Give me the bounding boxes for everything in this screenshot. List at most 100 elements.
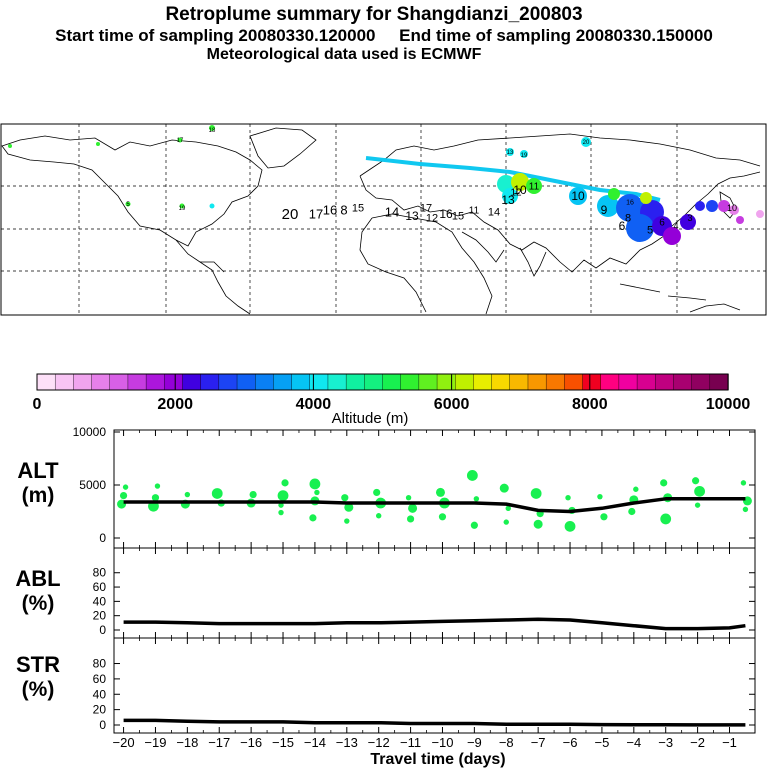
colorbar-cell	[418, 373, 438, 391]
alt-scatter-point	[740, 480, 747, 486]
plume-label: 6	[619, 219, 626, 233]
alt-scatter-point	[564, 520, 576, 532]
alt-scatter-point	[405, 495, 412, 501]
colorbar-tick-label: 4000	[296, 396, 332, 413]
plume-label: 18	[209, 128, 216, 134]
colorbar-cell	[200, 373, 220, 391]
plume-label: 17	[420, 203, 432, 215]
x-tick-label: −16	[240, 735, 262, 750]
x-tick-label: −4	[626, 735, 641, 750]
plume-label: 16	[323, 202, 337, 217]
x-tick-label: −20	[113, 735, 135, 750]
colorbar-cell	[255, 373, 275, 391]
alt-scatter-point	[435, 487, 445, 497]
alt-scatter-point	[249, 490, 257, 499]
alt-scatter-point	[408, 503, 418, 513]
panel-label: ALT	[17, 458, 59, 483]
y-tick-label: 0	[99, 623, 106, 637]
mean-line-abl	[123, 617, 746, 631]
plume-label: 14	[488, 207, 500, 219]
colorbar-cell	[582, 373, 602, 391]
plume-label: 12	[510, 187, 522, 198]
alt-scatter-point	[309, 478, 321, 490]
x-tick-label: −18	[176, 735, 198, 750]
x-tick-label: −3	[658, 735, 673, 750]
colorbar-cell	[91, 373, 111, 391]
colorbar-cell	[236, 373, 256, 391]
plume-label: 8	[625, 213, 631, 225]
alt-scatter-point	[281, 479, 289, 487]
y-tick-label: 5000	[79, 478, 106, 492]
y-tick-label: 20	[93, 609, 107, 623]
plume-label: 15	[452, 211, 464, 223]
alt-scatter-point	[628, 507, 636, 516]
plume-label: 6	[659, 217, 665, 228]
panel-label: STR	[16, 652, 60, 677]
alt-scatter-point	[660, 513, 672, 525]
alt-scatter-point	[122, 484, 129, 490]
colorbar-cell	[364, 373, 384, 391]
x-tick-label: −9	[467, 735, 482, 750]
x-tick-label: −5	[595, 735, 610, 750]
panel-alt: 10000 5000 0 ALT(m)	[17, 425, 756, 549]
plume-label: 15	[352, 203, 364, 215]
mean-line-alt	[123, 497, 746, 514]
colorbar-cell	[73, 373, 93, 391]
alt-scatter-point	[470, 521, 478, 529]
y-tick-label: 40	[93, 687, 107, 701]
colorbar-cell	[455, 373, 475, 391]
plume-label: 17	[177, 138, 184, 144]
alt-scatter-point	[344, 502, 354, 512]
chart-title: Retroplume summary for Shangdianzi_20080…	[165, 4, 583, 25]
alt-scatter-point	[309, 514, 317, 522]
colorbar-cell	[345, 373, 366, 391]
panel-frame	[113, 637, 756, 734]
y-tick-label: 80	[93, 566, 107, 580]
alt-scatter-point	[503, 519, 509, 525]
colorbar-cell	[709, 373, 729, 391]
plume-label: 19	[179, 206, 186, 212]
colorbar-cell	[273, 373, 293, 391]
colorbar-cell	[309, 373, 329, 391]
colorbar-cell	[691, 373, 711, 391]
alt-scatter-point	[473, 496, 480, 502]
x-axis-label: Travel time (days)	[370, 751, 505, 768]
plume-label: 14	[385, 204, 399, 219]
colorbar-tick-label: 6000	[434, 396, 470, 413]
alt-scatter-point	[505, 505, 511, 512]
alt-scatter-point	[742, 506, 749, 513]
plume-label: 11	[529, 181, 540, 192]
y-tick-label: 0	[99, 718, 106, 732]
colorbar-cell	[436, 373, 456, 391]
plume-label: 4	[673, 221, 678, 231]
panel-unit: (m)	[22, 484, 55, 507]
colorbar-cell	[473, 373, 493, 391]
alt-scatter-point	[406, 515, 415, 523]
colorbar-cell	[527, 373, 547, 391]
alt-scatter-point	[633, 486, 639, 492]
plume-label: 11	[469, 205, 480, 216]
y-tick-label: 10000	[73, 425, 107, 439]
colorbar-cell	[618, 373, 638, 391]
x-tick-label: −7	[531, 735, 546, 750]
x-tick-label: −19	[144, 735, 166, 750]
panel-unit: (%)	[22, 678, 55, 701]
colorbar-cell	[291, 373, 311, 391]
plume-label: 17	[309, 206, 323, 221]
colorbar-cells	[36, 373, 729, 391]
y-tick-label: 60	[93, 580, 107, 594]
alt-scatter-point	[530, 488, 542, 499]
colorbar-cell	[655, 373, 675, 391]
x-tick-label: −6	[563, 735, 578, 750]
plume-label: 10	[571, 189, 585, 203]
map-coastlines	[1, 127, 761, 315]
plume-label: 20	[282, 206, 299, 223]
colorbar-cell	[382, 373, 402, 391]
alt-scatter-point	[375, 513, 382, 519]
colorbar-label: Altitude (m)	[332, 410, 409, 427]
alt-scatter-point	[314, 489, 320, 496]
x-tick-label: −17	[208, 735, 230, 750]
